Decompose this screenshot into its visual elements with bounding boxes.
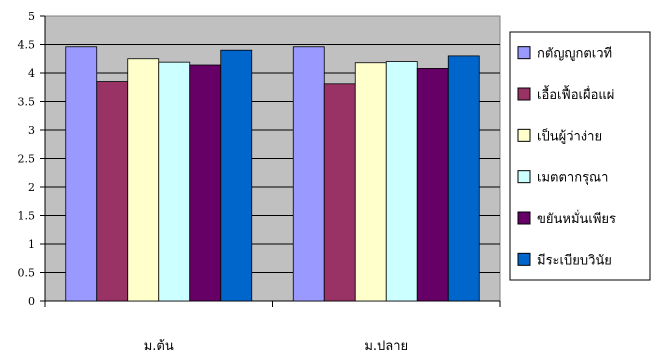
bar xyxy=(385,61,418,302)
legend-swatch xyxy=(517,252,531,266)
bar xyxy=(292,46,325,302)
category-label: ม.ต้น xyxy=(144,339,174,354)
y-tick-label: 4 xyxy=(28,67,35,80)
category-label: ม.ปลาย xyxy=(364,339,408,354)
legend-label: มีระเบียบวินัย xyxy=(537,252,612,268)
legend-swatch xyxy=(517,87,531,101)
y-tick-label: 1.5 xyxy=(18,210,36,223)
bar xyxy=(65,46,98,302)
y-tick-label: 3 xyxy=(28,124,35,137)
legend-label: ขยันหมั่นเพียร xyxy=(537,210,616,227)
bar xyxy=(189,64,222,302)
legend-swatch xyxy=(517,170,531,184)
legend-swatch xyxy=(517,128,531,142)
legend xyxy=(509,31,651,281)
y-tick-label: 1 xyxy=(28,238,35,251)
legend-swatch xyxy=(517,46,531,60)
y-tick-label: 2 xyxy=(28,181,35,194)
legend-label: เป็นผู้ว่าง่าย xyxy=(537,126,602,144)
legend-label: กตัญญูกตเวที xyxy=(537,46,612,62)
bar xyxy=(354,62,387,302)
y-tick-label: 3.5 xyxy=(18,96,36,109)
y-tick-label: 5 xyxy=(28,10,35,23)
y-tick-label: 4.5 xyxy=(18,39,36,52)
bar xyxy=(323,83,356,302)
bar xyxy=(220,49,253,302)
bar xyxy=(158,61,191,302)
legend-swatch xyxy=(517,211,531,225)
bar xyxy=(96,81,129,302)
legend-label: เมตตากรุณา xyxy=(537,171,608,186)
bar xyxy=(416,68,449,302)
y-tick-label: 0.5 xyxy=(18,267,36,280)
y-tick-label: 2.5 xyxy=(18,153,36,166)
legend-label: เอื้อเฟื้อเผื่อแผ่ xyxy=(537,85,614,103)
bar xyxy=(447,55,480,302)
bar xyxy=(127,58,160,302)
y-tick-label: 0 xyxy=(28,295,35,308)
